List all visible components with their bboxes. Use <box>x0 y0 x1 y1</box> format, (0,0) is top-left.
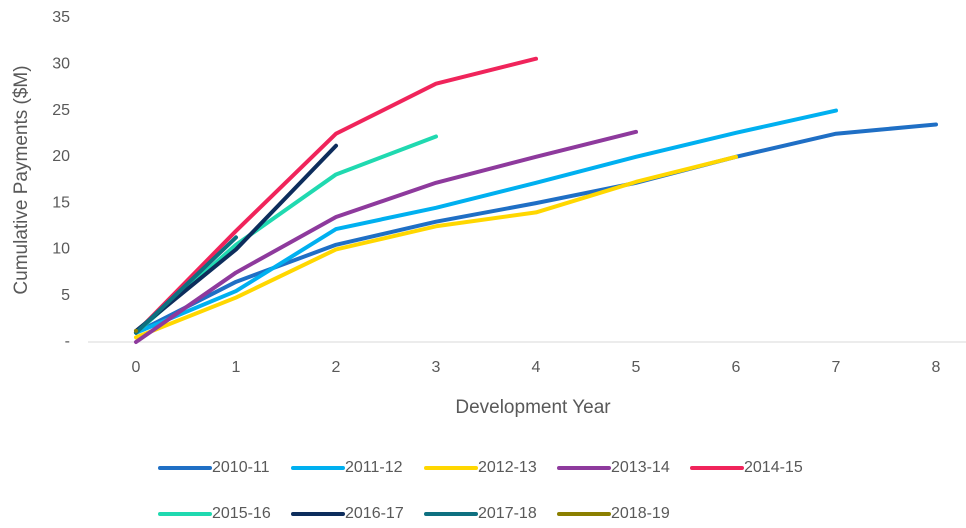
x-tick-label: 6 <box>732 359 741 376</box>
y-tick-label: 30 <box>52 56 70 73</box>
series-line <box>134 134 438 335</box>
series-line <box>134 129 638 344</box>
x-tick-label: 0 <box>132 359 141 376</box>
series-line <box>134 143 338 333</box>
x-tick-label: 5 <box>632 359 641 376</box>
y-tick-label: 10 <box>52 241 70 258</box>
legend-label: 2015-16 <box>212 505 271 522</box>
x-tick-label: 1 <box>232 359 241 376</box>
x-tick-label: 2 <box>332 359 341 376</box>
y-tick-label: 35 <box>52 9 70 26</box>
x-axis-label: Development Year <box>455 397 611 418</box>
legend-label: 2012-13 <box>478 459 537 476</box>
x-tick-label: 3 <box>432 359 441 376</box>
series-line <box>134 108 838 335</box>
series-line <box>134 154 738 340</box>
x-tick-label: 4 <box>532 359 541 376</box>
legend-label: 2016-17 <box>345 505 404 522</box>
y-axis-label: Cumulative Payments ($M) <box>11 65 32 294</box>
series-line <box>134 235 238 335</box>
y-tick-label: 15 <box>52 194 70 211</box>
legend-label: 2013-14 <box>611 459 670 476</box>
y-tick-label: 25 <box>52 102 70 119</box>
x-tick-label: 8 <box>932 359 941 376</box>
series-line <box>134 56 538 335</box>
y-tick-label: 5 <box>61 287 70 304</box>
legend-label: 2017-18 <box>478 505 537 522</box>
x-tick-label: 7 <box>832 359 841 376</box>
legend-label: 2011-12 <box>345 459 403 476</box>
y-tick-label: - <box>65 333 70 350</box>
legend-label: 2010-11 <box>212 459 270 476</box>
legend-label: 2014-15 <box>744 459 803 476</box>
legend-label: 2018-19 <box>611 505 670 522</box>
y-tick-label: 20 <box>52 148 70 165</box>
